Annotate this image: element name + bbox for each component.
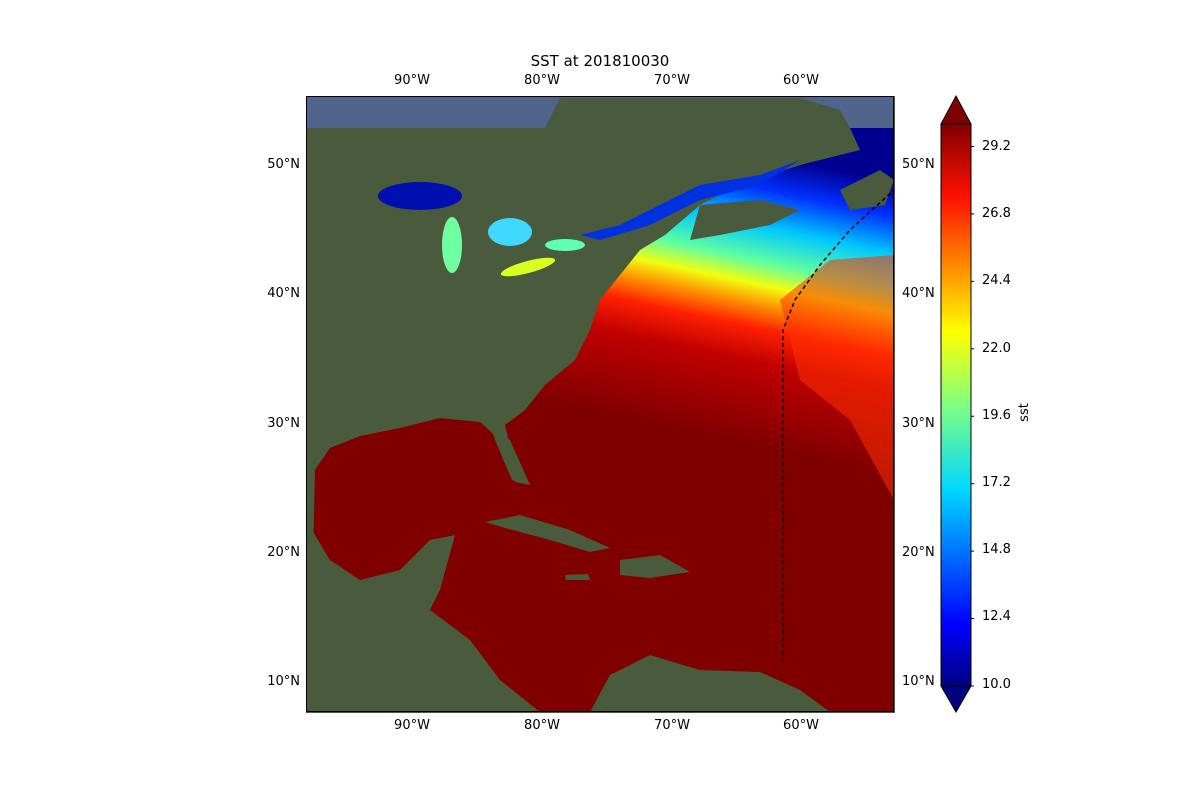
hispaniola-land bbox=[620, 555, 690, 578]
lake-michigan bbox=[442, 217, 462, 273]
lat-tick-left: 10°N bbox=[267, 674, 300, 689]
lat-tick-right: 30°N bbox=[902, 416, 935, 431]
lake-huron bbox=[488, 218, 532, 246]
lon-tick-bottom: 70°W bbox=[654, 718, 690, 733]
lake-superior bbox=[378, 182, 462, 210]
colorbar-tick: 12.4 bbox=[982, 609, 1011, 624]
yucatan-land bbox=[306, 520, 540, 712]
colorbar-extend-top bbox=[940, 94, 972, 125]
colorbar-extend-bottom bbox=[940, 685, 972, 714]
colorbar-label: sst bbox=[1016, 403, 1032, 422]
lon-tick-bottom: 90°W bbox=[394, 718, 430, 733]
lat-tick-right: 20°N bbox=[902, 545, 935, 560]
sst-map bbox=[306, 96, 895, 713]
st-lawrence bbox=[580, 160, 800, 240]
florida-land bbox=[490, 422, 530, 485]
colorbar-tick: 19.6 bbox=[982, 408, 1011, 423]
south-america-land bbox=[590, 655, 830, 712]
lat-tick-right: 10°N bbox=[902, 674, 935, 689]
lake-ontario bbox=[545, 239, 585, 251]
lat-tick-left: 40°N bbox=[267, 286, 300, 301]
lat-tick-right: 40°N bbox=[902, 286, 935, 301]
colorbar-tick: 17.2 bbox=[982, 475, 1011, 490]
colorbar-tick: 14.8 bbox=[982, 542, 1011, 557]
jamaica-land bbox=[565, 574, 590, 580]
colorbar-tick: 10.0 bbox=[982, 677, 1011, 692]
colorbar-tick: 24.4 bbox=[982, 273, 1011, 288]
lon-tick-top: 70°W bbox=[654, 73, 690, 88]
lon-tick-top: 90°W bbox=[394, 73, 430, 88]
figure-title: SST at 201810030 bbox=[530, 52, 670, 70]
lat-tick-left: 20°N bbox=[267, 545, 300, 560]
colorbar-body bbox=[940, 123, 972, 687]
storm-track bbox=[782, 189, 895, 662]
lon-tick-bottom: 80°W bbox=[524, 718, 560, 733]
colorbar-tick: 29.2 bbox=[982, 139, 1011, 154]
lat-tick-left: 50°N bbox=[267, 157, 300, 172]
colorbar-tick: 26.8 bbox=[982, 206, 1011, 221]
cuba-land bbox=[485, 515, 610, 552]
ocean-sst bbox=[306, 150, 894, 712]
lon-tick-top: 60°W bbox=[783, 73, 819, 88]
lake-erie bbox=[500, 257, 556, 277]
colorbar-tick: 22.0 bbox=[982, 341, 1011, 356]
lon-tick-top: 80°W bbox=[524, 73, 560, 88]
lat-tick-right: 50°N bbox=[902, 157, 935, 172]
colorbar bbox=[940, 94, 974, 714]
nova-scotia-land bbox=[690, 200, 800, 240]
lon-tick-bottom: 60°W bbox=[783, 718, 819, 733]
lat-tick-left: 30°N bbox=[267, 416, 300, 431]
map-frame bbox=[306, 96, 894, 712]
hudson-bay bbox=[306, 96, 894, 128]
newfoundland-land bbox=[840, 170, 894, 210]
warm-east-atlantic bbox=[780, 255, 894, 500]
